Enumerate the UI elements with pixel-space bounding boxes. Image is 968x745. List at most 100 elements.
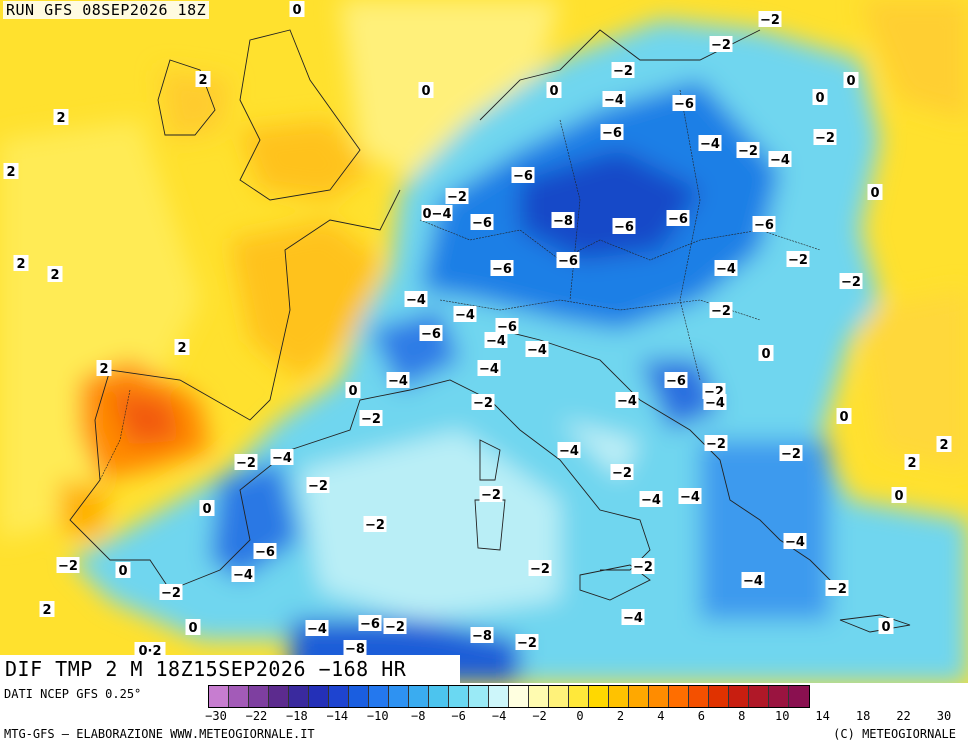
isotherm-label: −4 xyxy=(404,291,428,308)
isotherm-label: −4 xyxy=(484,332,508,349)
svg-text:−4: −4 xyxy=(388,374,408,389)
legend-tick-label: −18 xyxy=(286,709,308,723)
isotherm-label: −4 xyxy=(768,151,792,168)
isotherm-label: −4 xyxy=(231,566,255,583)
svg-text:−2: −2 xyxy=(530,562,550,577)
isotherm-label: −4 xyxy=(703,394,727,411)
svg-text:−4: −4 xyxy=(272,451,292,466)
svg-text:−2: −2 xyxy=(447,190,467,205)
isotherm-label: 0 xyxy=(843,72,859,89)
isotherm-label: 0 xyxy=(812,89,828,106)
legend-swatch xyxy=(429,686,449,707)
isotherm-label: −4 xyxy=(698,135,722,152)
isotherm-label: −4 xyxy=(741,572,765,589)
isotherm-label: −2 xyxy=(631,558,655,575)
svg-text:−4: −4 xyxy=(700,137,720,152)
legend-swatch xyxy=(789,686,809,707)
svg-text:−4: −4 xyxy=(559,444,579,459)
isotherm-label: −4 xyxy=(621,609,645,626)
legend-swatch xyxy=(449,686,469,707)
svg-text:−2: −2 xyxy=(760,13,780,28)
svg-text:−8: −8 xyxy=(472,629,492,644)
svg-text:−4: −4 xyxy=(623,611,643,626)
isotherm-label: −4 xyxy=(477,360,501,377)
isotherm-label: 2 xyxy=(47,266,63,283)
svg-text:−6: −6 xyxy=(472,216,492,231)
isotherm-label: −4 xyxy=(525,341,549,358)
isotherm-label: −6 xyxy=(672,95,696,112)
isotherm-label: −2 xyxy=(471,394,495,411)
isotherm-label: −6 xyxy=(358,615,382,632)
svg-text:−6: −6 xyxy=(497,320,517,335)
credit-left: MTG-GFS — ELABORAZIONE WWW.METEOGIORNALE… xyxy=(4,727,315,741)
svg-text:−2: −2 xyxy=(517,636,537,651)
legend-swatch xyxy=(309,686,329,707)
svg-text:−4: −4 xyxy=(455,308,475,323)
svg-text:−2: −2 xyxy=(738,144,758,159)
svg-text:0: 0 xyxy=(846,74,855,89)
legend-swatch xyxy=(289,686,309,707)
legend-tick-label: 10 xyxy=(774,709,790,723)
svg-text:−8: −8 xyxy=(553,214,573,229)
svg-text:−6: −6 xyxy=(421,327,441,342)
svg-text:0: 0 xyxy=(188,621,197,636)
isotherm-label: −4 xyxy=(615,392,639,409)
isotherm-label: −2 xyxy=(528,560,552,577)
legend-swatch xyxy=(269,686,289,707)
isotherm-label: 2 xyxy=(39,601,55,618)
isotherm-label: −6 xyxy=(253,543,277,560)
svg-text:−4: −4 xyxy=(406,293,426,308)
isotherm-label: −6 xyxy=(752,216,776,233)
isotherm-label: −6 xyxy=(666,210,690,227)
svg-text:−2: −2 xyxy=(781,447,801,462)
isotherm-label: 0 xyxy=(418,82,434,99)
svg-text:−4: −4 xyxy=(785,535,805,550)
isotherm-label: −6 xyxy=(495,318,519,335)
svg-text:−6: −6 xyxy=(255,545,275,560)
svg-text:−4: −4 xyxy=(486,334,506,349)
credit-right: (C) METEOGIORNALE xyxy=(833,727,956,741)
svg-text:0: 0 xyxy=(549,84,558,99)
isotherm-label: 2 xyxy=(174,339,190,356)
legend-swatch xyxy=(569,686,589,707)
svg-text:−2: −2 xyxy=(711,304,731,319)
isotherm-label: −2 xyxy=(704,435,728,452)
isotherm-label: 2 xyxy=(936,436,952,453)
isotherm-label: 0 xyxy=(867,184,883,201)
svg-text:−2: −2 xyxy=(361,412,381,427)
isotherm-label: 2 xyxy=(195,71,211,88)
isotherm-label: −2 xyxy=(758,11,782,28)
svg-text:2: 2 xyxy=(939,438,948,453)
isotherm-label: −2 xyxy=(479,486,503,503)
svg-text:−6: −6 xyxy=(360,617,380,632)
svg-text:0: 0 xyxy=(894,489,903,504)
svg-text:0: 0 xyxy=(348,384,357,399)
isotherm-label: 2 xyxy=(13,255,29,272)
svg-text:2: 2 xyxy=(6,165,15,180)
legend-swatch xyxy=(529,686,549,707)
svg-text:2: 2 xyxy=(50,268,59,283)
isotherm-label: 2 xyxy=(3,163,19,180)
svg-text:−2: −2 xyxy=(385,620,405,635)
isotherm-label: −2 xyxy=(383,618,407,635)
isotherm-label: −8 xyxy=(343,640,367,657)
svg-text:−4: −4 xyxy=(743,574,763,589)
isotherm-label: −4 xyxy=(714,260,738,277)
isotherm-label: −4 xyxy=(386,372,410,389)
svg-text:−4: −4 xyxy=(233,568,253,583)
legend-swatch xyxy=(249,686,269,707)
legend-tick-label: 4 xyxy=(657,709,665,723)
svg-text:−8: −8 xyxy=(345,642,365,657)
data-source-label: DATI NCEP GFS 0.25° xyxy=(4,687,142,701)
svg-text:2: 2 xyxy=(42,603,51,618)
anomaly-field xyxy=(0,0,968,683)
isotherm-label: −2 xyxy=(56,557,80,574)
isotherm-label: −2 xyxy=(363,516,387,533)
legend-swatch xyxy=(629,686,649,707)
legend-tick-label: −4 xyxy=(491,709,507,723)
svg-text:0: 0 xyxy=(421,84,430,99)
svg-text:−6: −6 xyxy=(558,254,578,269)
svg-text:2: 2 xyxy=(177,341,186,356)
legend-swatch xyxy=(549,686,569,707)
legend-area: DATI NCEP GFS 0.25° −30 −22 −18 −14 −10 −8 −6−… xyxy=(0,683,968,745)
